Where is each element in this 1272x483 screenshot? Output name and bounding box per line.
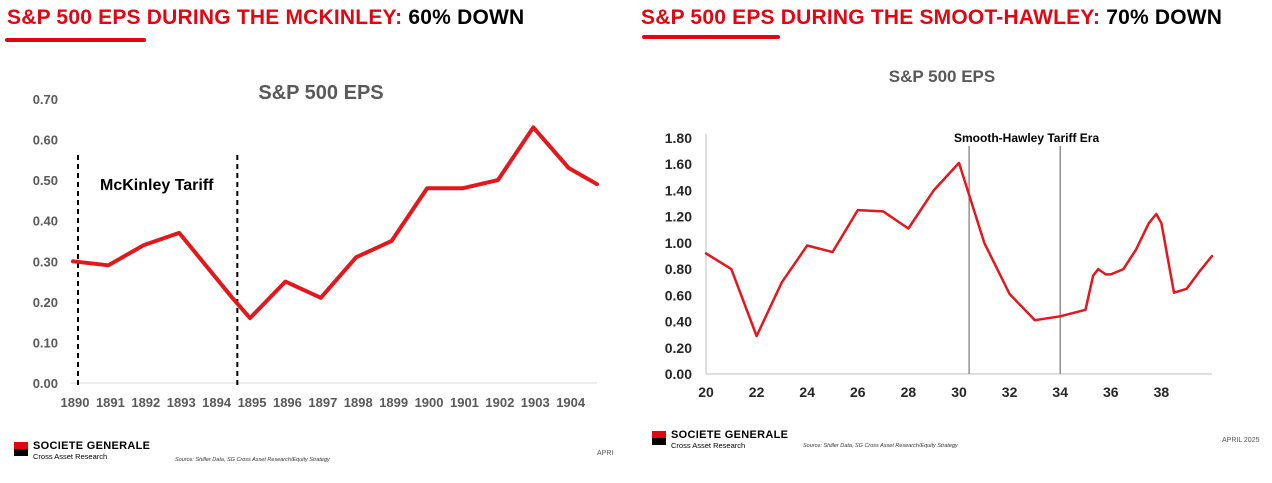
eps-series-line <box>704 161 1214 338</box>
societe-generale-logo: SOCIETE GENERALE Cross Asset Research <box>14 441 150 461</box>
y-tick-label: 0.70 <box>33 92 58 107</box>
date-label: APRI <box>597 450 614 457</box>
mckinley-headline-red: S&P 500 EPS DURING THE MCKINLEY: <box>7 6 403 29</box>
chart-title: S&P 500 EPS <box>889 67 995 86</box>
x-tick-label: 1896 <box>273 395 302 410</box>
sg-logo-mark-icon <box>652 431 666 445</box>
mckinley-headline-black: 60% DOWN <box>402 6 525 29</box>
smoot-hawley-panel: S&P 500 EPS DURING THE SMOOT-HAWLEY: 70%… <box>636 0 1272 483</box>
smoot-hawley-eps-chart: S&P 500 EPS 0.00 0.20 0.40 0.60 0.80 1.00 1.20 1… <box>665 67 1214 400</box>
x-tick-label: 24 <box>799 384 815 400</box>
x-tick-label: 1904 <box>556 395 586 410</box>
x-tick-label: 1895 <box>238 395 267 410</box>
y-tick-label: 0.20 <box>33 295 58 310</box>
y-tick-label: 0.00 <box>665 366 692 382</box>
y-tick-label: 0.20 <box>665 340 692 356</box>
x-tick-label: 1898 <box>344 395 373 410</box>
smoot-hawley-headline-underline <box>642 35 780 39</box>
x-tick-label: 1899 <box>379 395 408 410</box>
x-tick-label: 1901 <box>450 395 479 410</box>
y-tick-label: 0.40 <box>33 214 58 229</box>
logo-subtitle: Cross Asset Research <box>33 452 108 461</box>
y-tick-label: 0.80 <box>665 261 692 277</box>
x-tick-label: 1892 <box>131 395 160 410</box>
x-tick-label: 22 <box>749 384 765 400</box>
mckinley-headline: S&P 500 EPS DURING THE MCKINLEY: 60% DOW… <box>7 6 524 30</box>
x-tick-label: 32 <box>1002 384 1018 400</box>
chart-title: S&P 500 EPS <box>258 82 383 104</box>
source-note: Source: Shiller Data, SG Cross Asset Res… <box>803 443 958 449</box>
tariff-annotation: Smooth-Hawley Tariff Era <box>954 131 1099 145</box>
eps-series-line <box>71 125 599 321</box>
y-tick-label: 1.80 <box>665 130 692 146</box>
y-tick-label: 0.50 <box>33 173 58 188</box>
mckinley-panel: S&P 500 EPS DURING THE MCKINLEY: 60% DOW… <box>5 6 614 463</box>
x-tick-label: 1903 <box>521 395 550 410</box>
x-tick-label: 1893 <box>167 395 196 410</box>
sg-logo-mark-icon <box>14 442 28 456</box>
y-tick-label: 0.10 <box>33 335 58 350</box>
logo-subtitle: Cross Asset Research <box>671 441 746 450</box>
smoot-hawley-headline: S&P 500 EPS DURING THE SMOOT-HAWLEY: 70%… <box>641 6 1222 30</box>
x-tick-label: 1891 <box>96 395 125 410</box>
x-tick-label: 1894 <box>202 395 232 410</box>
date-label: APRIL 2025 <box>1222 437 1260 444</box>
y-tick-label: 1.20 <box>665 209 692 225</box>
x-tick-label: 1890 <box>61 395 90 410</box>
x-tick-label: 34 <box>1052 384 1068 400</box>
smoot-hawley-headline-red: S&P 500 EPS DURING THE SMOOT-HAWLEY: <box>641 6 1101 29</box>
x-tick-label: 26 <box>850 384 866 400</box>
tariff-annotation: McKinley Tariff <box>100 177 214 194</box>
y-tick-label: 1.40 <box>665 182 692 198</box>
source-note: Source: Shiller Data, SG Cross Asset Res… <box>175 457 330 463</box>
y-tick-label: 0.30 <box>33 254 58 269</box>
x-tick-label: 1897 <box>308 395 337 410</box>
societe-generale-logo: SOCIETE GENERALE Cross Asset Research <box>652 430 788 450</box>
y-tick-label: 0.00 <box>33 376 58 391</box>
x-tick-label: 36 <box>1103 384 1119 400</box>
mckinley-eps-chart: S&P 500 EPS 0.00 0.10 0.20 0.30 0.40 0.50 0.60 0… <box>33 82 599 410</box>
logo-name: SOCIETE GENERALE <box>33 440 151 452</box>
y-tick-label: 0.40 <box>665 314 692 330</box>
mckinley-headline-underline <box>5 38 146 42</box>
x-tick-label: 1902 <box>485 395 514 410</box>
smoot-hawley-headline-black: 70% DOWN <box>1100 6 1223 29</box>
x-tick-label: 30 <box>951 384 967 400</box>
x-tick-label: 20 <box>698 384 714 400</box>
x-tick-label: 1900 <box>415 395 444 410</box>
x-tick-label: 28 <box>901 384 917 400</box>
y-tick-label: 0.60 <box>33 133 58 148</box>
y-tick-label: 1.60 <box>665 156 692 172</box>
y-tick-label: 1.00 <box>665 235 692 251</box>
x-tick-label: 38 <box>1154 384 1170 400</box>
logo-name: SOCIETE GENERALE <box>671 429 789 441</box>
y-tick-label: 0.60 <box>665 287 692 303</box>
